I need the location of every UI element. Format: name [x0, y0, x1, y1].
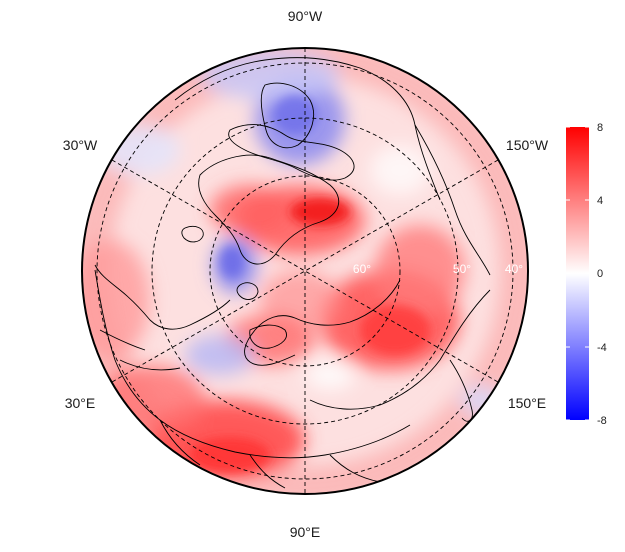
colorbar-gradient — [566, 127, 589, 420]
colorbar: 8 4 0 -4 -8 — [566, 122, 607, 427]
latitude-circle-40 — [96, 62, 514, 480]
alaska-coast — [414, 124, 491, 276]
meridian-30w-150e — [111, 159, 499, 383]
lon-label-bottom: 90°E — [290, 524, 321, 540]
anomaly-field — [82, 48, 528, 494]
lon-label-upper-left: 30°W — [63, 137, 98, 153]
svalbard-coast — [236, 282, 259, 300]
colorbar-ticks — [566, 126, 589, 421]
greenland-coast — [198, 154, 340, 265]
map-outline — [81, 47, 529, 495]
siberia-arctic-coast — [244, 279, 401, 366]
lon-label-lower-right: 150°E — [508, 395, 546, 411]
longitude-labels: 90°W 30°W 150°W 30°E 150°E 90°E — [63, 8, 549, 540]
colorbar-tick-label: 4 — [597, 195, 603, 207]
europe-coast — [94, 269, 411, 459]
map-disk: 60° 50° 40° — [82, 48, 528, 494]
kamchatka-coast — [449, 359, 473, 422]
latitude-labels: 60° 50° 40° — [353, 262, 523, 276]
canadian-archipelago-coast — [228, 124, 355, 181]
lon-label-upper-right: 150°W — [506, 137, 549, 153]
colorbar-tick-label: -4 — [597, 342, 607, 354]
latitude-label-50: 50° — [453, 262, 471, 276]
lon-label-lower-left: 30°E — [65, 395, 96, 411]
lon-label-top: 90°W — [288, 8, 323, 24]
hudson-bay-coast — [260, 82, 314, 149]
colorbar-tick-label: 0 — [597, 268, 603, 280]
asia-borders — [99, 329, 381, 489]
latitude-circle-50 — [151, 117, 459, 425]
north-america-coast — [174, 57, 441, 201]
iceland-coast — [181, 225, 204, 243]
colorbar-tick-label: -8 — [597, 415, 607, 427]
scandinavia-coast — [94, 264, 231, 330]
graticule — [96, 48, 514, 494]
latitude-label-60: 60° — [353, 262, 371, 276]
novaya-zemlya-coast — [249, 324, 287, 349]
east-siberia-coast — [309, 289, 491, 410]
coastlines — [94, 57, 491, 489]
colorbar-tick-label: 8 — [597, 122, 603, 134]
latitude-label-40: 40° — [505, 262, 523, 276]
meridian-150w-30e — [111, 159, 499, 383]
